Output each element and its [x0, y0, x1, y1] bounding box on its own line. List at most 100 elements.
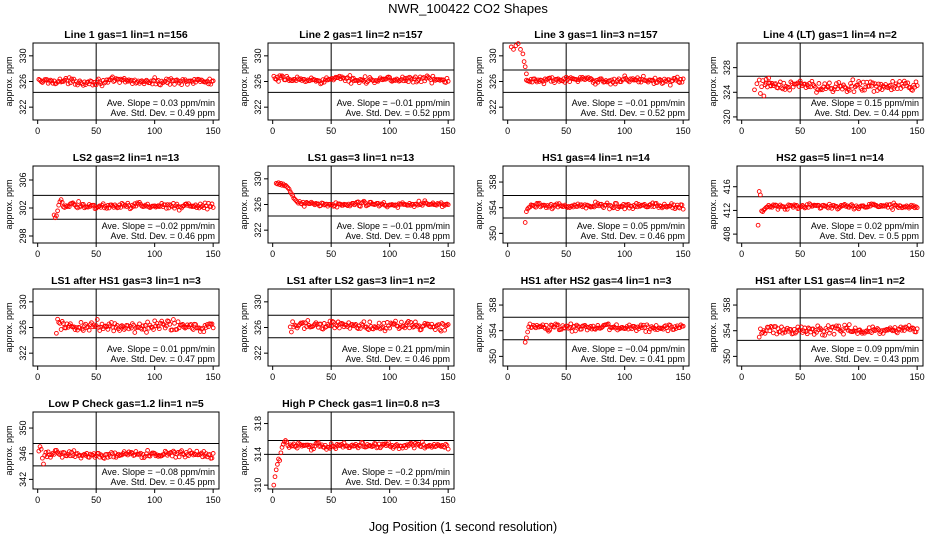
x-tick-label: 0	[739, 372, 744, 382]
data-point	[827, 80, 832, 86]
subplot-title: HS1 after LS1 gas=4 lin=1 n=2	[755, 275, 905, 287]
y-tick-label: 354	[722, 323, 732, 338]
data-point	[105, 80, 111, 85]
plot-frame	[502, 165, 690, 244]
x-tick-label: 150	[441, 126, 456, 136]
panels: Line 1 gas=1 lin=1 n=156 0 50 100 150 322 326 3…	[4, 29, 925, 505]
data-point	[814, 90, 819, 95]
data-point	[387, 325, 393, 331]
plot-frame	[502, 288, 690, 367]
data-point	[887, 82, 893, 88]
data-point	[121, 327, 127, 332]
data-point	[822, 332, 828, 338]
subplot-title: Low P Check gas=1.2 lin=1 n=5	[48, 398, 203, 410]
data-point	[443, 80, 449, 85]
data-point	[200, 454, 205, 460]
data-point	[126, 326, 132, 332]
data-point	[870, 324, 876, 330]
y-tick-label: 328	[722, 60, 732, 75]
x-tick-label: 50	[326, 126, 336, 136]
x-tick-label: 100	[147, 495, 162, 505]
data-points	[54, 316, 216, 336]
y-tick-label: 330	[253, 294, 263, 309]
data-point	[290, 319, 295, 325]
y-tick-label: 350	[18, 421, 28, 436]
data-point	[767, 328, 773, 334]
data-point	[155, 203, 161, 209]
data-point	[784, 206, 790, 212]
data-point	[71, 448, 77, 453]
data-point	[797, 78, 803, 84]
y-tick-label: 326	[18, 320, 28, 335]
stddev-annotation: Ave. Std. Dev. = 0.43 ppm	[815, 354, 919, 364]
data-point	[312, 443, 318, 449]
data-point	[637, 77, 643, 82]
subplot-title: LS1 after HS1 gas=3 lin=1 n=3	[51, 275, 201, 287]
data-point	[320, 77, 326, 82]
data-point	[762, 331, 768, 336]
data-point	[781, 204, 787, 210]
data-point	[605, 321, 611, 327]
y-axis-label: approx. ppm	[4, 179, 14, 229]
data-point	[105, 454, 111, 460]
x-tick-label: 50	[326, 495, 336, 505]
data-points	[271, 73, 451, 87]
data-point	[284, 184, 290, 189]
data-point	[367, 319, 373, 325]
y-tick-label: 412	[722, 203, 732, 218]
data-point	[622, 73, 628, 79]
data-point	[286, 445, 292, 450]
x-tick-label: 0	[739, 126, 744, 136]
x-tick-label: 100	[382, 249, 397, 259]
data-point	[680, 206, 686, 212]
data-point	[326, 323, 332, 329]
x-tick-label: 150	[676, 126, 691, 136]
stddev-annotation: Ave. Std. Dev. = 0.46 ppm	[346, 354, 450, 364]
x-tick-label: 150	[676, 372, 691, 382]
data-point	[308, 447, 314, 453]
data-point	[761, 93, 767, 99]
data-point	[54, 330, 59, 336]
data-point	[111, 328, 117, 334]
data-point	[868, 79, 873, 85]
data-point	[865, 204, 871, 210]
y-tick-label: 302	[18, 200, 28, 215]
data-point	[780, 86, 785, 92]
data-point	[344, 76, 349, 81]
data-point	[117, 328, 122, 333]
data-point	[524, 71, 529, 77]
data-point	[110, 74, 115, 80]
data-point	[563, 74, 569, 80]
data-point	[66, 204, 72, 209]
data-point	[147, 453, 153, 459]
data-point	[175, 319, 181, 325]
data-point	[406, 79, 411, 85]
data-point	[674, 74, 680, 80]
data-point	[145, 448, 150, 453]
data-point	[275, 462, 280, 467]
subplot-title: LS1 gas=3 lin=1 n=13	[308, 152, 415, 164]
data-point	[77, 204, 83, 210]
data-point	[680, 323, 686, 329]
data-point	[121, 203, 127, 209]
x-tick-label: 50	[561, 372, 571, 382]
x-tick-label: 0	[35, 372, 40, 382]
data-point	[890, 207, 895, 212]
x-axis-label: Jog Position (1 second resolution)	[369, 520, 557, 534]
stddev-annotation: Ave. Std. Dev. = 0.34 ppm	[346, 477, 450, 487]
data-point	[846, 87, 852, 93]
x-tick-label: 0	[270, 126, 275, 136]
data-point	[525, 329, 530, 335]
data-point	[119, 323, 125, 328]
y-tick-label: 330	[253, 48, 263, 63]
data-point	[128, 449, 134, 455]
x-tick-label: 100	[147, 126, 162, 136]
data-point	[315, 440, 321, 445]
slope-annotation: Ave. Slope = −0.2 ppm/min	[342, 467, 450, 477]
data-point	[154, 79, 160, 84]
data-point	[807, 201, 812, 207]
data-point	[522, 339, 528, 345]
data-points	[522, 321, 686, 345]
data-point	[636, 79, 642, 85]
data-point	[781, 80, 787, 86]
